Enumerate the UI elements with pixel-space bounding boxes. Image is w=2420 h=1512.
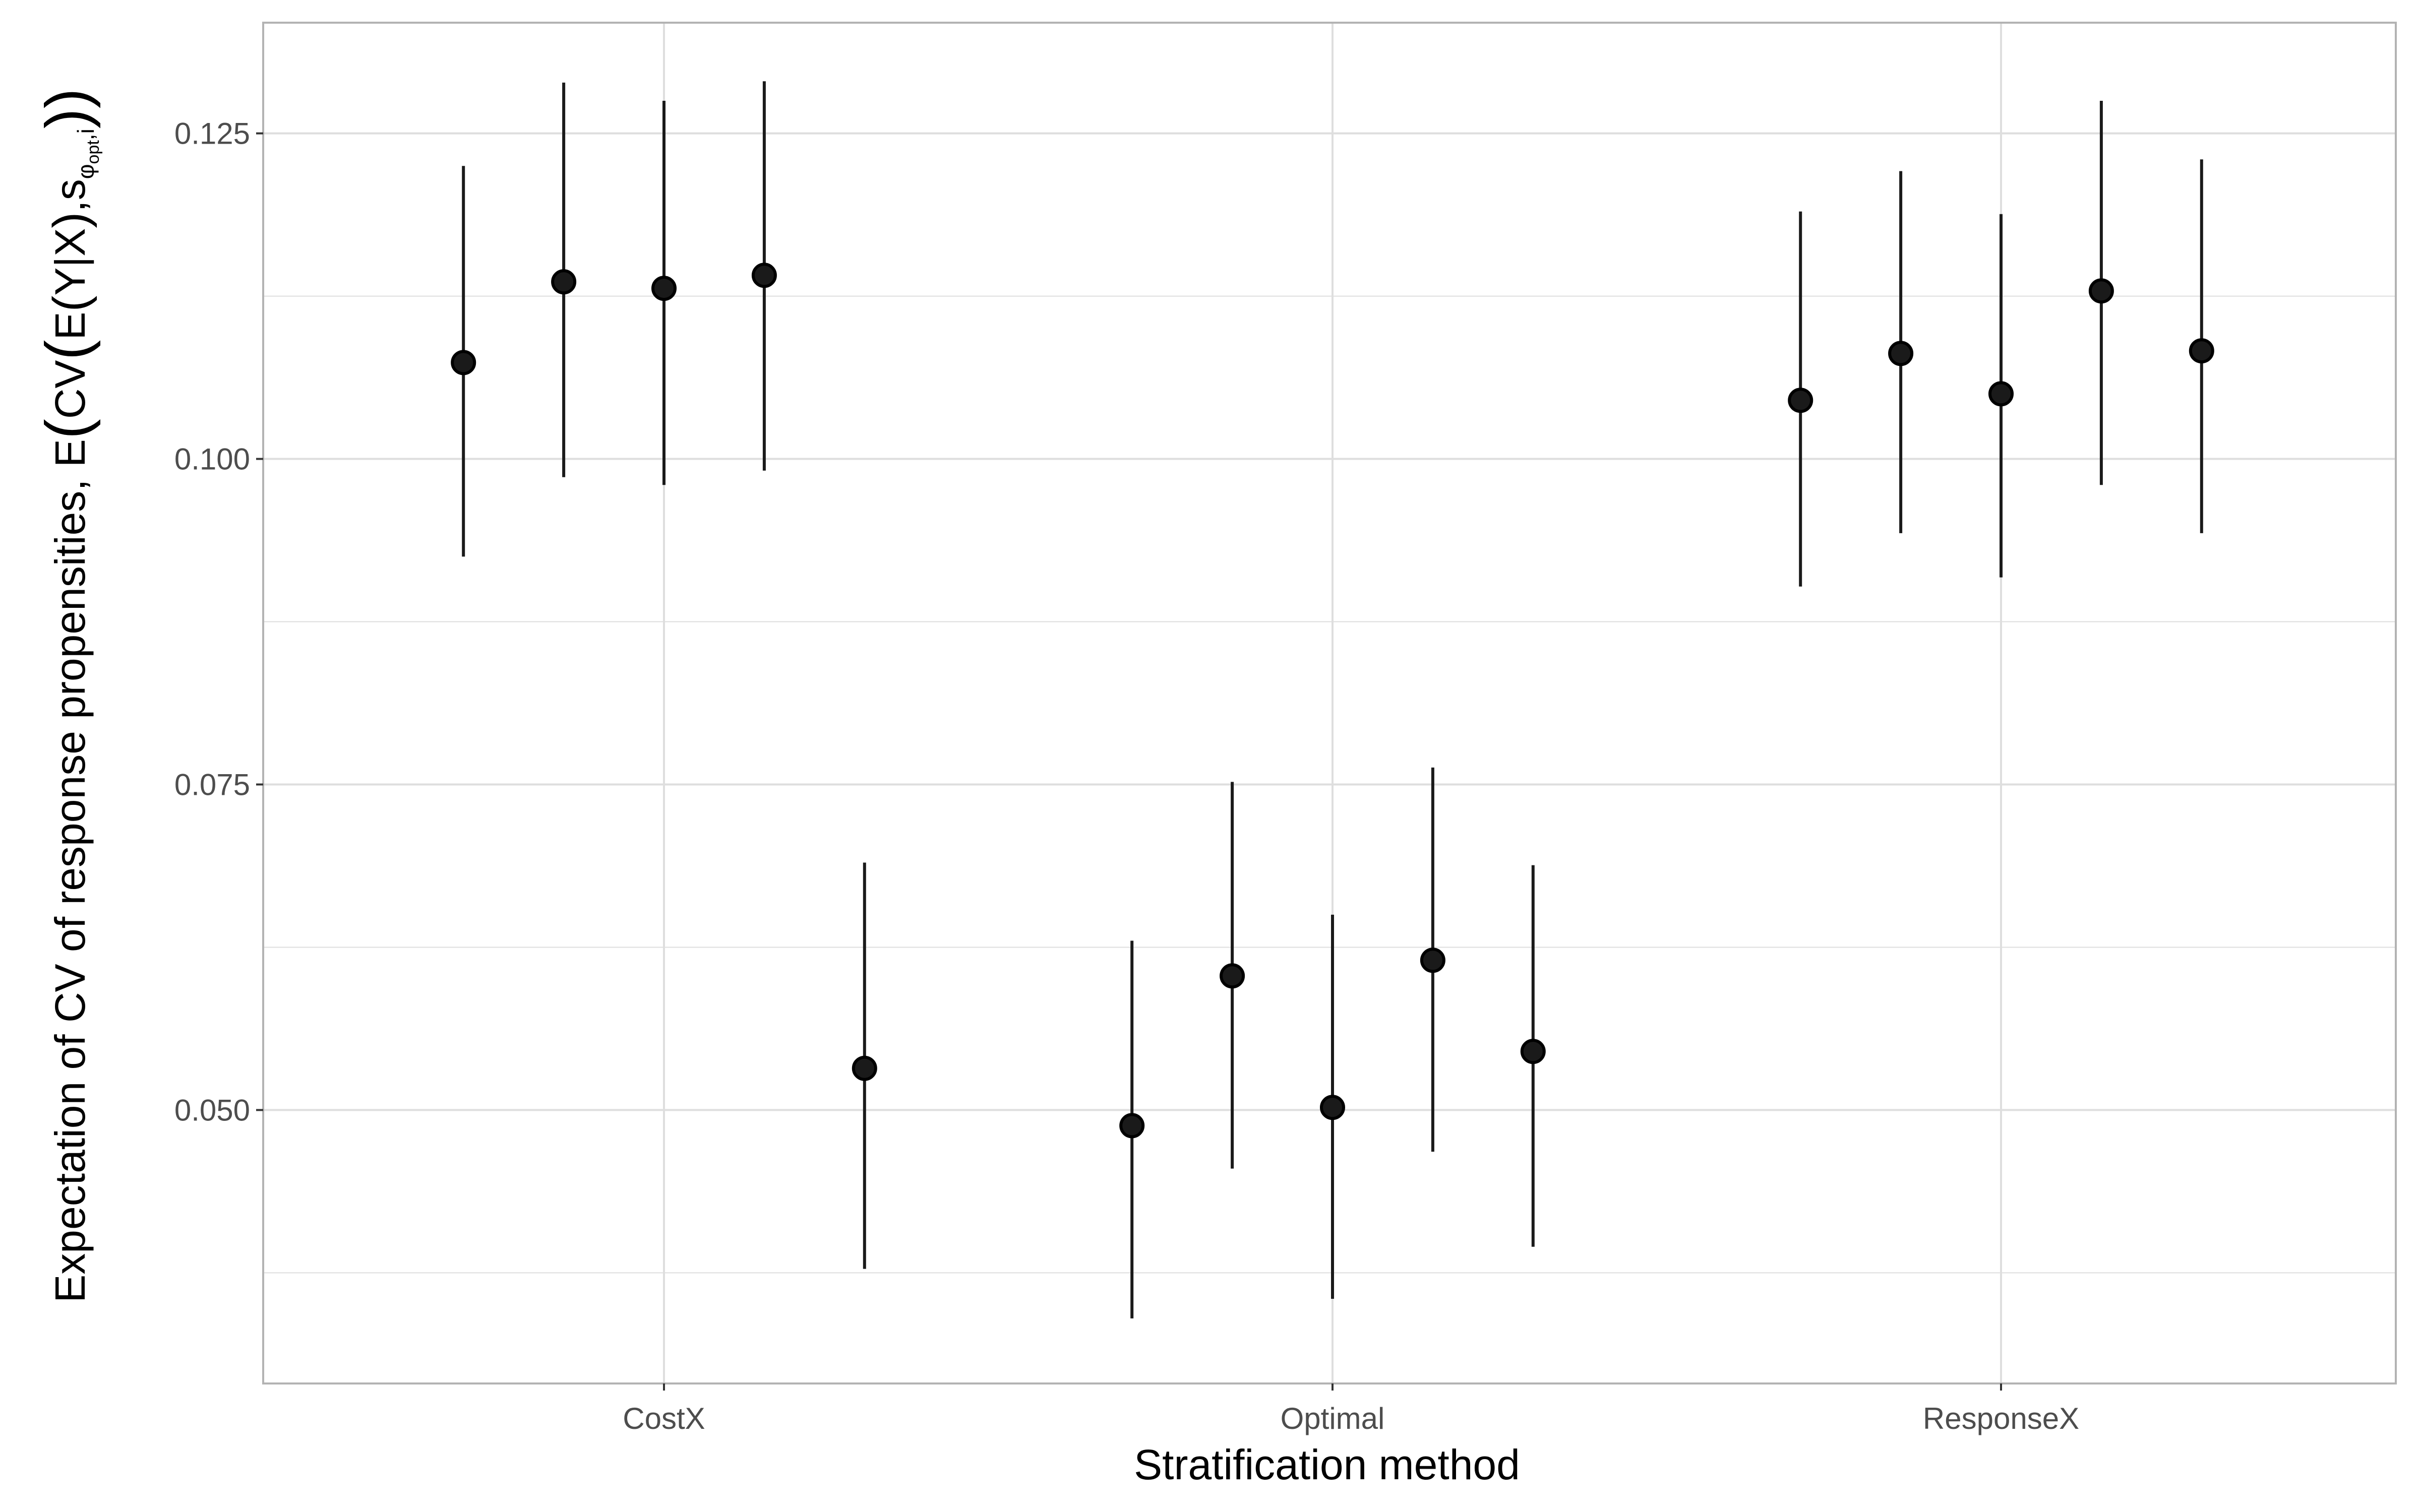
y-tick-label: 0.125 <box>174 117 250 151</box>
x-tick-label: ResponseX <box>1923 1402 2079 1435</box>
data-point <box>2088 278 2114 304</box>
x-tick-label: CostX <box>623 1402 705 1435</box>
data-point <box>1988 381 2014 407</box>
data-point <box>651 276 677 301</box>
data-point <box>1420 948 1445 973</box>
data-point <box>551 269 577 295</box>
data-point <box>852 1055 877 1081</box>
y-tick-label: 0.075 <box>174 768 250 801</box>
data-point <box>1520 1039 1546 1064</box>
y-axis-title: Expectation of CV of response propensiti… <box>33 88 103 1302</box>
data-point <box>2189 338 2214 364</box>
data-point <box>1320 1095 1345 1120</box>
data-points <box>451 263 2214 1139</box>
major-gridlines <box>263 23 2396 1383</box>
minor-gridlines <box>263 295 2396 1274</box>
x-axis-title: Stratification method <box>1134 1441 1520 1488</box>
x-tick-label: Optimal <box>1281 1402 1385 1435</box>
data-point <box>451 350 476 375</box>
data-point <box>1220 963 1245 989</box>
y-axis-ticks: 0.050 0.075 0.100 0.125 <box>174 117 263 1127</box>
y-tick-label: 0.100 <box>174 443 250 476</box>
data-point <box>751 263 777 288</box>
x-axis-ticks: CostX Optimal ResponseX <box>623 1383 2079 1435</box>
data-point <box>1888 341 1914 366</box>
y-tick-label: 0.050 <box>174 1093 250 1127</box>
data-point <box>1788 388 1813 413</box>
data-point <box>1119 1113 1145 1139</box>
panel-border <box>262 22 2397 1384</box>
